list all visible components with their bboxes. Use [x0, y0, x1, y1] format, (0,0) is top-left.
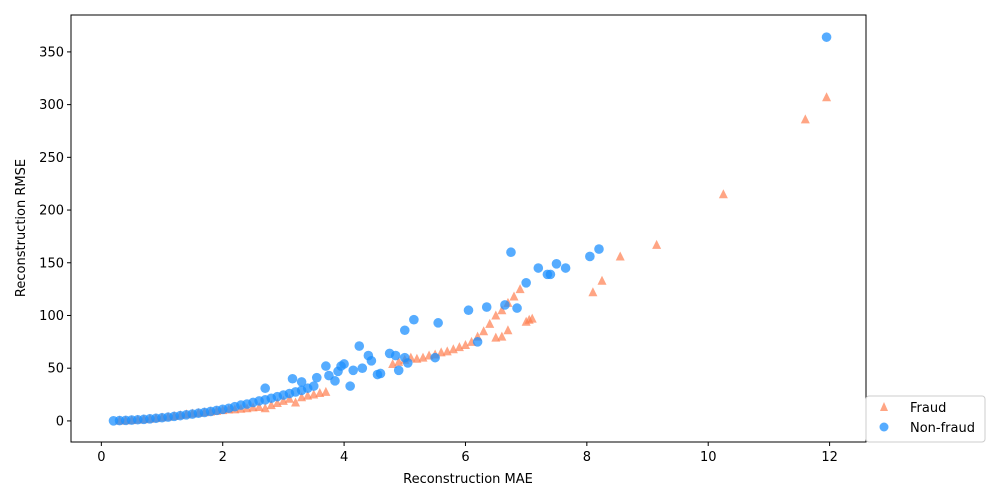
x-tick-label: 0 — [97, 450, 105, 465]
nonfraud-point — [354, 341, 365, 351]
nonfraud-point — [463, 305, 474, 316]
fraud-point — [597, 275, 607, 285]
x-axis-label: Reconstruction MAE — [403, 472, 533, 487]
nonfraud-point — [260, 383, 270, 394]
fraud-point — [291, 397, 301, 407]
nonfraud-point — [551, 259, 562, 269]
fraud-point — [588, 287, 598, 297]
ticks-layer: 0 2 4 6 8 10 12 0 50 100 150 200 250 300 350 — [39, 45, 838, 465]
nonfraud-point — [399, 325, 410, 336]
nonfraud-point — [821, 32, 832, 42]
nonfraud-point — [533, 263, 544, 273]
nonfraud-point — [311, 372, 322, 383]
fraud-point — [497, 305, 507, 315]
legend-fraud-marker — [880, 402, 888, 411]
nonfraud-point — [521, 277, 531, 288]
fraud-point — [615, 251, 625, 261]
legend-nonfraud-label: Non-fraud — [910, 421, 975, 436]
y-tick-label: 50 — [47, 362, 64, 377]
nonfraud-point — [481, 302, 492, 312]
nonfraud-point — [472, 337, 483, 347]
fraud-point — [503, 325, 513, 335]
y-tick-label: 100 — [39, 309, 64, 324]
x-tick-label: 6 — [461, 450, 469, 465]
nonfraud-point — [409, 314, 419, 325]
plot-frame — [70, 14, 867, 443]
points-layer — [108, 32, 832, 426]
nonfraud-point — [287, 373, 298, 384]
nonfraud-point — [366, 356, 377, 366]
nonfraud-point — [403, 358, 413, 368]
fraud-point — [718, 189, 728, 199]
legend-box — [865, 395, 986, 443]
fraud-point — [509, 291, 519, 301]
nonfraud-point — [390, 350, 401, 361]
fraud-point — [479, 326, 489, 336]
y-tick-label: 200 — [39, 204, 64, 219]
nonfraud-point — [433, 318, 443, 328]
nonfraud-point — [585, 251, 595, 262]
fraud-point — [321, 386, 331, 396]
fraud-point — [254, 401, 264, 411]
nonfraud-point — [560, 263, 571, 273]
x-tick-label: 12 — [821, 450, 838, 465]
x-tick-label: 4 — [340, 450, 348, 465]
fraud-point — [800, 114, 810, 124]
x-tick-label: 2 — [219, 450, 227, 465]
fraud-point — [485, 318, 495, 328]
nonfraud-point — [430, 352, 440, 363]
nonfraud-point — [330, 376, 340, 386]
y-tick-label: 0 — [56, 414, 64, 429]
nonfraud-point — [339, 359, 349, 369]
nonfraud-point — [357, 363, 368, 373]
x-tick-label: 8 — [583, 450, 591, 465]
fraud-point — [822, 92, 832, 102]
y-tick-label: 150 — [39, 256, 64, 271]
nonfraud-point — [545, 269, 556, 280]
nonfraud-point — [393, 365, 404, 376]
nonfraud-point — [348, 365, 358, 376]
nonfraud-point — [296, 377, 307, 387]
nonfraud-point — [594, 244, 604, 254]
nonfraud-point — [500, 300, 510, 310]
nonfraud-point — [512, 303, 522, 313]
legend-fraud-label: Fraud — [910, 401, 946, 416]
legend: Fraud Non-fraud — [865, 395, 986, 443]
fraud-point — [460, 340, 470, 350]
y-axis-label: Reconstruction RMSE — [14, 159, 29, 297]
fraud-point — [497, 331, 507, 341]
x-tick-label: 10 — [700, 450, 717, 465]
fraud-point — [515, 284, 525, 294]
y-tick-label: 250 — [39, 151, 64, 166]
nonfraud-point — [321, 361, 331, 371]
nonfraud-point — [375, 368, 386, 379]
fraud-point — [652, 239, 662, 249]
legend-nonfraud-marker — [879, 422, 889, 432]
y-tick-label: 350 — [39, 45, 64, 60]
nonfraud-point — [308, 381, 319, 391]
fraud-point — [491, 310, 501, 320]
y-tick-label: 300 — [39, 98, 64, 113]
nonfraud-point — [345, 381, 355, 391]
fraud-point — [527, 313, 537, 323]
fraud-point — [260, 403, 270, 413]
nonfraud-point — [506, 247, 516, 258]
